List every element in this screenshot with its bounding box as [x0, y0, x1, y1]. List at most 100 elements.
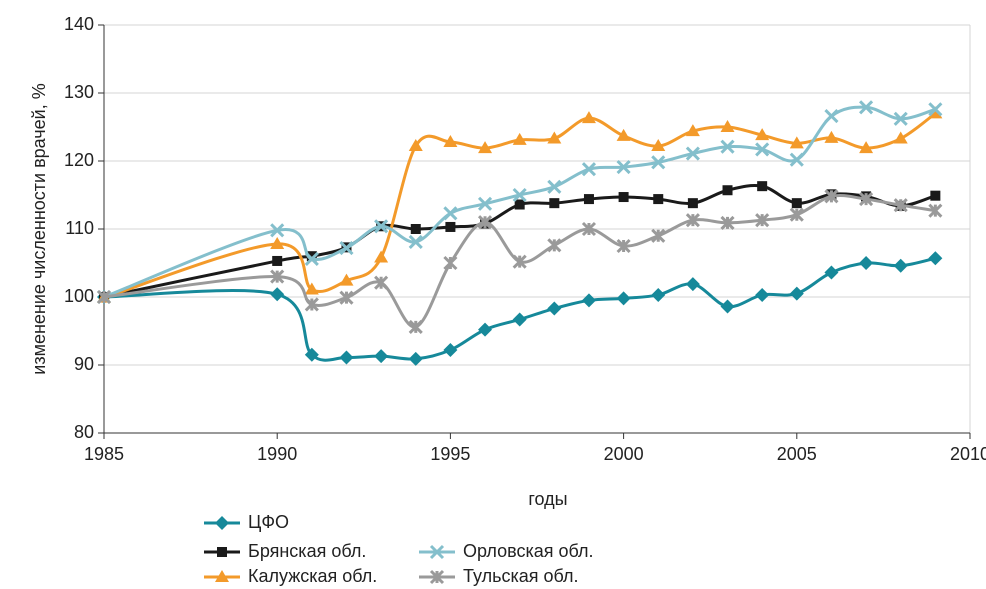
marker [408, 234, 423, 249]
marker [789, 152, 804, 167]
y-tick-label: 80 [74, 422, 94, 442]
marker [374, 250, 389, 263]
marker [429, 569, 445, 585]
marker [270, 223, 285, 238]
y-tick-label: 130 [64, 82, 94, 102]
marker [547, 131, 562, 144]
legend-label: Брянская обл. [248, 541, 366, 561]
marker [408, 139, 423, 152]
marker [583, 194, 594, 205]
marker [272, 255, 283, 266]
marker [547, 238, 562, 253]
marker [304, 297, 319, 312]
marker [720, 299, 735, 314]
marker [547, 179, 562, 194]
marker [824, 109, 839, 124]
marker [408, 319, 423, 334]
marker [374, 275, 389, 290]
marker [270, 236, 285, 249]
marker [928, 251, 943, 266]
legend-label: Тульская обл. [463, 566, 579, 586]
legend-label: ЦФО [248, 512, 289, 532]
marker [443, 343, 458, 358]
marker [445, 221, 456, 232]
marker [789, 207, 804, 222]
marker [616, 291, 631, 306]
marker [581, 111, 596, 124]
marker [217, 547, 227, 557]
y-tick-label: 90 [74, 354, 94, 374]
marker [893, 131, 908, 144]
series-line [103, 105, 936, 299]
marker [339, 273, 354, 286]
marker [722, 185, 733, 196]
marker [547, 301, 562, 316]
marker [755, 142, 770, 157]
marker [374, 349, 389, 364]
marker [306, 251, 317, 262]
marker [618, 192, 629, 203]
marker [270, 287, 285, 302]
marker [651, 228, 666, 243]
marker [339, 350, 354, 365]
marker [687, 198, 698, 209]
marker [720, 139, 735, 154]
marker [215, 570, 229, 582]
marker [720, 215, 735, 230]
x-tick-label: 2005 [777, 444, 817, 464]
marker [685, 146, 700, 161]
marker [215, 516, 229, 530]
marker [651, 139, 666, 152]
marker [893, 258, 908, 273]
marker [410, 224, 421, 234]
marker [304, 282, 319, 295]
y-tick-label: 100 [64, 286, 94, 306]
marker [685, 277, 700, 292]
y-tick-label: 120 [64, 150, 94, 170]
marker [859, 192, 874, 207]
marker [429, 544, 445, 560]
marker [757, 181, 768, 192]
marker [443, 206, 458, 221]
marker [651, 155, 666, 170]
legend: ЦФО Брянская обл. Калужская обл. Орловская … [204, 512, 594, 586]
marker [374, 219, 389, 234]
marker [443, 255, 458, 271]
marker [549, 198, 560, 209]
marker [755, 213, 770, 228]
marker [477, 215, 493, 230]
marker [512, 312, 527, 327]
marker [791, 198, 802, 209]
marker [581, 162, 597, 177]
marker [581, 221, 597, 237]
marker [512, 132, 527, 145]
marker [581, 293, 596, 308]
marker [824, 130, 839, 143]
marker [616, 128, 631, 141]
marker [893, 198, 908, 213]
marker [824, 189, 839, 204]
marker [755, 287, 770, 302]
legend-label: Калужская обл. [248, 566, 377, 586]
marker [478, 322, 493, 337]
marker [443, 134, 458, 147]
marker [96, 289, 112, 305]
x-tick-label: 2000 [604, 444, 644, 464]
x-tick-label: 2010 [950, 444, 986, 464]
marker [270, 269, 285, 284]
marker [928, 102, 943, 117]
marker [651, 287, 666, 302]
x-axis-label: годы [528, 489, 567, 509]
marker [339, 240, 354, 256]
marker [514, 199, 525, 210]
marker [685, 213, 700, 228]
marker [930, 190, 941, 201]
marker [339, 290, 354, 305]
marker [928, 203, 943, 218]
y-axis-label: изменение численности врачей, % [29, 83, 49, 374]
marker [653, 194, 664, 205]
marker [859, 256, 874, 270]
marker [824, 265, 839, 280]
marker [478, 141, 493, 154]
